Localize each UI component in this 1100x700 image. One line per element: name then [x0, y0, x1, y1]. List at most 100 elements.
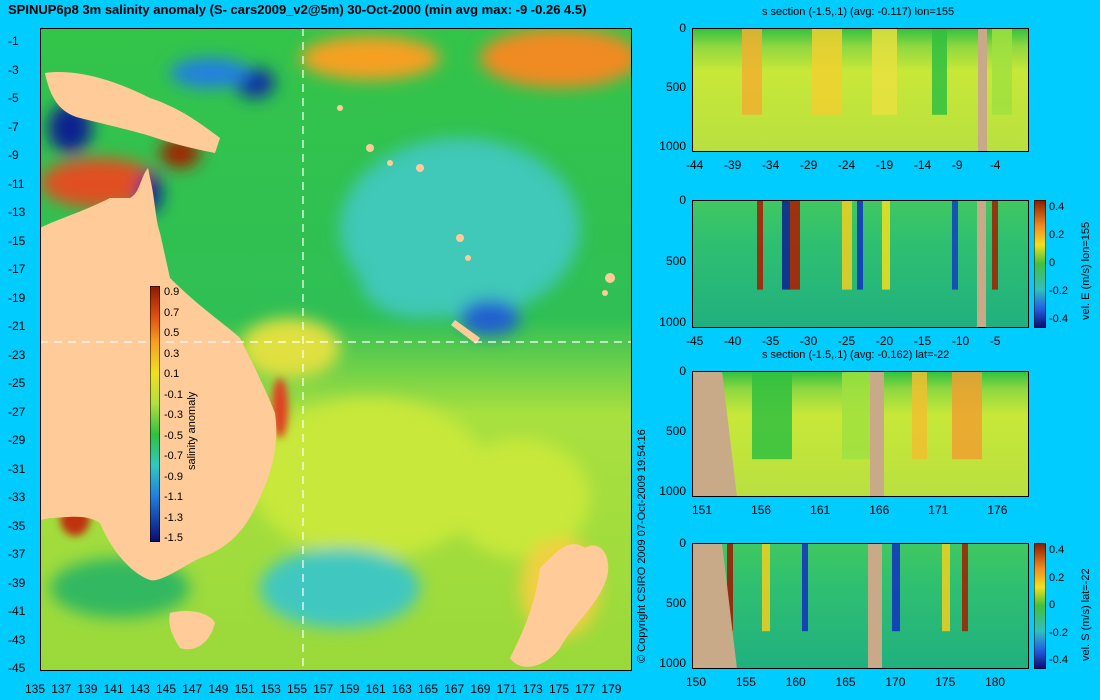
- bottom-topography: [977, 200, 986, 328]
- map-lat-tick: -39: [8, 575, 26, 590]
- section-feature: [727, 543, 733, 632]
- map-lon-tick: 151: [234, 682, 255, 696]
- section-feature: [752, 371, 792, 460]
- panel-y-tick: 500: [665, 253, 686, 268]
- map-colorbar-tick: -0.9: [164, 470, 183, 483]
- map-lat-tick: -5: [8, 91, 19, 105]
- map-lon-tick: 169: [470, 682, 491, 696]
- map-lon-tick: 165: [418, 682, 439, 696]
- section-heatmap: [692, 371, 1029, 497]
- map-lon-tick: 153: [260, 682, 281, 696]
- panel-y-tick: 500: [665, 424, 686, 438]
- map-lat-tick: -35: [8, 518, 26, 533]
- map-lat-tick: -41: [8, 604, 26, 618]
- panel-x-tick: -29: [799, 158, 818, 172]
- map-colorbar-tick: 0.9: [164, 286, 180, 298]
- panel-colorbar-tick: 0.4: [1049, 201, 1065, 213]
- panel-y-tick: 1000: [659, 484, 686, 498]
- panel-colorbar: [1034, 200, 1046, 328]
- map-lat-tick: -21: [8, 319, 26, 333]
- section-frame: [692, 543, 1029, 669]
- panel-y-tick: 500: [665, 596, 686, 610]
- map-lon-tick: 145: [156, 682, 177, 696]
- map-lat-tick: -1: [8, 34, 19, 48]
- section-heatmap: [692, 543, 1029, 669]
- map-lon-tick: 173: [522, 682, 543, 696]
- map-lat-tick: -3: [8, 62, 19, 77]
- panel-y-tick: 0: [679, 193, 686, 207]
- bottom-topography: [870, 371, 884, 497]
- panel-colorbar-fill: [1034, 200, 1046, 328]
- section-feature: [882, 200, 890, 290]
- map-colorbar-tick: 0.1: [164, 368, 180, 380]
- new-caledonia-land: [451, 320, 480, 344]
- map-lon-tick: 137: [51, 682, 72, 696]
- map-colorbar-tick: -1.5: [164, 532, 183, 544]
- panel-colorbar-label: vel. S (m/s) lat=-22: [1080, 568, 1092, 661]
- map-lat-tick: -19: [8, 290, 26, 305]
- map-lat-tick: -7: [8, 119, 19, 134]
- section-feature: [962, 543, 968, 632]
- map-lon-tick: 143: [129, 682, 150, 696]
- panel-x-tick: -9: [951, 158, 963, 172]
- panel-colorbar-tick: 0: [1049, 257, 1056, 269]
- panel-colorbar: [1034, 543, 1046, 669]
- panel-x-tick: 151: [692, 503, 713, 517]
- map-lon-tick: 159: [339, 682, 360, 696]
- panel-colorbar-fill: [1034, 543, 1046, 669]
- panel-x-tick: 175: [935, 675, 956, 689]
- panel-title: s section (-1.5,.1) (avg: -0.162) lat=-2…: [762, 349, 950, 361]
- map-lon-tick: 175: [549, 682, 570, 696]
- panel-x-tick: 180: [985, 675, 1006, 689]
- section-feature: [952, 371, 982, 460]
- section-frame: [692, 28, 1029, 152]
- map-colorbar-tick: -0.7: [164, 450, 183, 462]
- map-colorbar-tick: 0.5: [164, 327, 180, 339]
- panel-y-tick: 500: [665, 80, 686, 95]
- panel-colorbar-tick: 0: [1049, 599, 1056, 611]
- panel-colorbar-tick: -0.2: [1049, 285, 1068, 297]
- tasmania-land: [169, 611, 215, 650]
- panel-x-tick: -44: [686, 158, 704, 172]
- map-lon-tick: 139: [77, 682, 98, 696]
- panel-x-tick: -39: [723, 158, 742, 172]
- map-colorbar-tick: 0.3: [164, 347, 180, 360]
- map-lon-tick: 163: [391, 682, 412, 696]
- panel-x-tick: -30: [799, 334, 818, 348]
- map-lat-tick: -29: [8, 433, 26, 447]
- map-colorbar: [150, 286, 160, 542]
- panel-x-tick: 160: [785, 675, 806, 689]
- map-lat-tick: -13: [8, 205, 26, 219]
- map-colorbar-tick: -0.1: [164, 388, 183, 401]
- panel-x-tick: -34: [761, 158, 780, 172]
- panel-x-tick: -24: [837, 158, 856, 172]
- section-field: [692, 543, 1029, 669]
- map-lat-tick: -33: [8, 490, 26, 504]
- panel-colorbar-tick: 0.2: [1049, 229, 1065, 241]
- panel-x-tick: 155: [735, 675, 756, 689]
- panel-x-tick: 150: [686, 675, 707, 689]
- map-lon-tick: 141: [103, 682, 124, 696]
- section-feature: [952, 200, 958, 290]
- panel-x-tick: -45: [686, 334, 704, 348]
- section-feature: [992, 28, 1012, 115]
- map-colorbar-tick: -1.3: [164, 511, 183, 524]
- pacific-islands: [337, 105, 615, 296]
- section-feature: [802, 543, 808, 632]
- map-lat-tick: -11: [8, 176, 25, 191]
- map-colorbar-label: salinity anomaly: [186, 391, 198, 470]
- section-feature: [790, 200, 800, 290]
- panel-y-tick: 0: [679, 364, 686, 378]
- main-title: SPINUP6p8 3m salinity anomaly (S- cars20…: [8, 2, 587, 17]
- panel-colorbar-tick: -0.4: [1049, 313, 1068, 325]
- bottom-topography: [692, 371, 737, 497]
- panel-y-tick: 1000: [659, 139, 686, 154]
- section-feature: [757, 200, 763, 290]
- bottom-topography: [692, 543, 737, 669]
- panel-colorbar-tick: 0.4: [1049, 544, 1065, 556]
- panel-y-tick: 0: [679, 21, 686, 35]
- section-feature: [932, 28, 947, 115]
- panel-x-tick: -19: [875, 158, 894, 172]
- panel-x-tick: -14: [913, 158, 932, 172]
- panel-x-tick: 176: [987, 503, 1008, 517]
